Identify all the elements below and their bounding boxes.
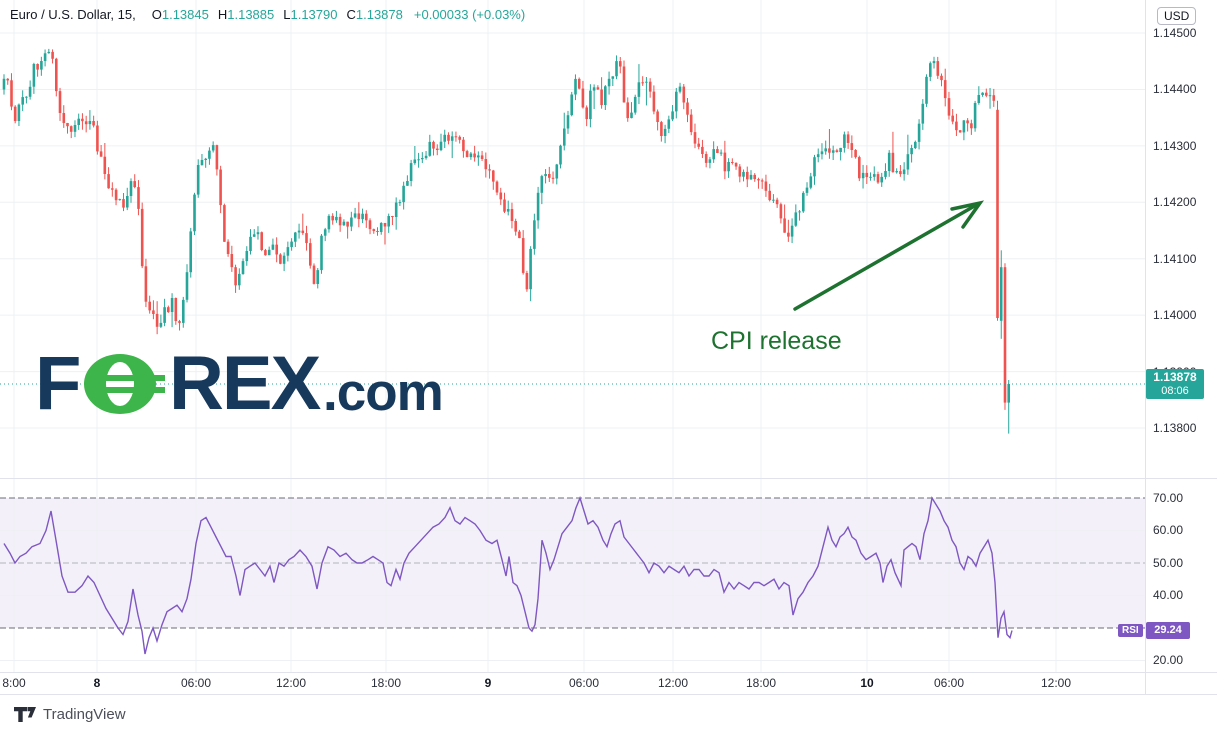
time-axis-day-label: 10 xyxy=(860,676,874,690)
current-price-badge: 1.13878 08:06 xyxy=(1146,368,1204,399)
rsi-value-badge: 29.24 xyxy=(1146,621,1190,639)
price-axis-label: 1.14400 xyxy=(1153,82,1197,97)
symbol-title[interactable]: Euro / U.S. Dollar, 15, xyxy=(10,7,136,22)
price-axis-label: 1.13800 xyxy=(1153,421,1197,435)
watermark-letter-f: F xyxy=(35,341,81,426)
symbol-header: Euro / U.S. Dollar, 15, O1.13845 H1.1388… xyxy=(10,7,525,22)
rsi-axis-label: 40.00 xyxy=(1153,588,1184,603)
current-price-value: 1.13878 xyxy=(1153,369,1197,384)
time-axis-label: 06:00 xyxy=(933,676,965,690)
time-axis-label: 8:00 xyxy=(2,676,26,690)
ohlc-close: C1.13878 xyxy=(346,7,403,22)
time-axis-label: 18:00 xyxy=(745,676,777,690)
watermark-dotcom: .com xyxy=(323,363,444,422)
rsi-axis-label: 20.00 xyxy=(1153,653,1184,668)
time-axis-day-label: 8 xyxy=(93,676,101,690)
price-axis-label: 1.14100 xyxy=(1153,251,1197,266)
time-axis-label: 12:00 xyxy=(275,676,307,690)
rsi-axis-label: 70.00 xyxy=(1153,490,1184,505)
time-axis-label: 12:00 xyxy=(657,676,689,690)
time-axis-label: 06:00 xyxy=(568,676,600,690)
time-axis-label: 12:00 xyxy=(1040,676,1072,690)
price-axis-label: 1.14000 xyxy=(1153,308,1197,323)
ohlc-high: H1.13885 xyxy=(217,7,275,22)
rsi-line[interactable] xyxy=(3,495,1013,655)
currency-unit-chip[interactable]: USD xyxy=(1157,7,1197,25)
pane-borders xyxy=(0,0,1217,695)
gridlines xyxy=(0,0,1145,672)
tradingview-logo-icon xyxy=(14,707,36,722)
time-axis-day-label: 9 xyxy=(484,676,492,690)
rsi-axis-label: 60.00 xyxy=(1153,523,1184,538)
chart-canvas[interactable] xyxy=(0,0,1217,695)
ohlc-open: O1.13845 xyxy=(151,7,209,22)
rsi-indicator-label: RSI xyxy=(1118,623,1143,637)
cpi-arrow[interactable] xyxy=(793,200,985,311)
watermark-letters-rex: REX xyxy=(169,341,321,426)
price-axis-label: 1.14500 xyxy=(1153,26,1197,40)
rsi-axis-label: 50.00 xyxy=(1153,555,1184,570)
price-axis-label: 1.14200 xyxy=(1153,195,1197,210)
forex-o-icon xyxy=(79,353,171,420)
cpi-release-annotation[interactable]: CPI release xyxy=(711,327,842,355)
ohlc-low: L1.13790 xyxy=(283,7,338,22)
price-axis-label: 1.14300 xyxy=(1153,138,1197,153)
current-price-countdown: 08:06 xyxy=(1161,384,1189,397)
price-change: +0.00033 (+0.03%) xyxy=(413,7,526,22)
tradingview-attribution[interactable]: TradingView xyxy=(14,706,126,723)
time-axis-label: 06:00 xyxy=(180,676,212,690)
forex-watermark: F REX .com xyxy=(35,341,447,426)
candlestick-series[interactable] xyxy=(2,48,1010,434)
time-axis-label: 18:00 xyxy=(370,676,402,690)
rsi-level-lines xyxy=(0,497,1145,629)
tradingview-brand-text: TradingView xyxy=(43,706,126,723)
